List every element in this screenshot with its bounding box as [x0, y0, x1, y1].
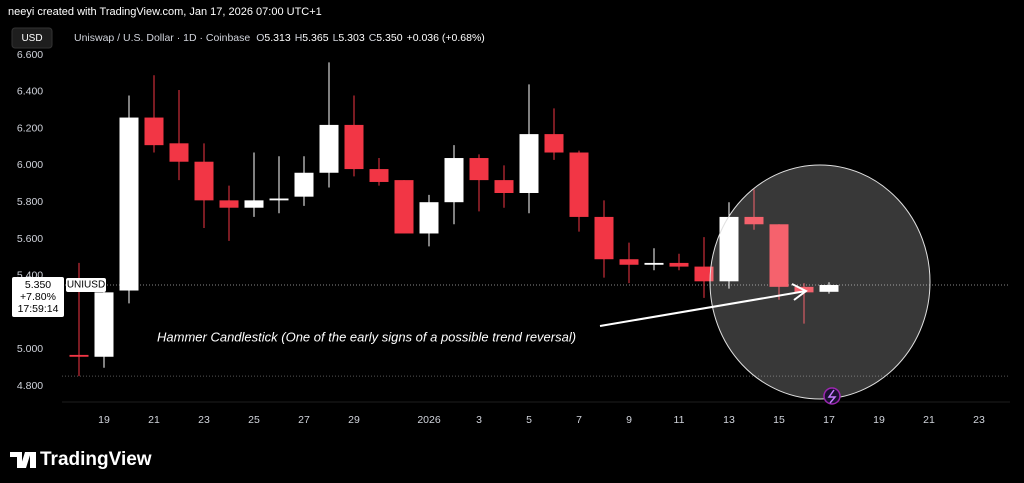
candle-body	[219, 200, 239, 208]
price-box-change: +7.80%	[20, 291, 56, 303]
x-tick-label: 29	[348, 414, 360, 426]
x-tick-label: 23	[198, 414, 210, 426]
legend-key: O	[256, 32, 264, 44]
logo-text: TradingView	[40, 449, 152, 470]
arrow-head	[791, 283, 808, 301]
symbol-tag-bg	[66, 277, 106, 292]
x-tick-label: 3	[476, 414, 482, 426]
candle-body	[494, 180, 514, 193]
candle-body	[294, 172, 314, 197]
y-tick-label: 5.600	[17, 233, 43, 245]
event-icon-bolt	[827, 389, 837, 404]
x-tick-label: 2026	[417, 414, 441, 426]
candle-body	[144, 117, 164, 146]
candle-body	[719, 216, 739, 282]
x-tick-label: 21	[923, 414, 935, 426]
highlight-circle	[709, 164, 931, 400]
x-tick-label: 9	[626, 414, 632, 426]
candle-body	[394, 180, 414, 234]
candle-body	[369, 169, 389, 182]
symbol-tag: UNIUSD	[67, 280, 105, 291]
legend-key: H	[295, 32, 303, 44]
candle-body	[69, 354, 89, 357]
x-tick-label: 17	[823, 414, 835, 426]
plot: 6.6006.4006.2006.0005.8005.6005.4005.000…	[17, 49, 1010, 426]
x-tick-label: 19	[873, 414, 885, 426]
x-tick-label: 19	[98, 414, 110, 426]
candle-body	[519, 134, 539, 193]
candle-body	[119, 117, 139, 291]
y-tick-label: 4.800	[17, 380, 43, 392]
price-box-bg	[12, 276, 64, 317]
annotation: Hammer Candlestick (One of the early sig…	[157, 329, 576, 344]
hammer-highlight	[599, 164, 931, 405]
candle-body	[769, 224, 789, 287]
candle-body	[744, 216, 764, 225]
legend-value: 5.350	[376, 32, 402, 44]
legend-value: 5.365	[302, 32, 328, 44]
candle-body	[619, 259, 639, 265]
legend: Uniswap / U.S. Dollar · 1D · Coinbase O5.…	[74, 32, 485, 44]
x-tick-label: 27	[298, 414, 310, 426]
x-tick-label: 11	[674, 414, 685, 426]
attribution: neeyi created with TradingView.com, Jan …	[8, 6, 322, 18]
candle-body	[469, 158, 489, 181]
legend-symbol: Uniswap / U.S. Dollar · 1D · Coinbase	[74, 32, 250, 44]
x-tick-label: 5	[526, 414, 532, 426]
candle-body	[819, 284, 839, 292]
candle-body	[444, 158, 464, 203]
y-tick-label: 6.600	[17, 49, 43, 61]
y-tick-label: 6.200	[17, 122, 43, 134]
x-tick-label: 15	[773, 414, 785, 426]
last-price-box: 5.350+7.80%17:59:14 UNIUSD	[12, 276, 106, 317]
candle-body	[94, 292, 114, 357]
legend-value: 5.313	[264, 32, 290, 44]
event-icon[interactable]	[823, 387, 841, 405]
currency-button-bg[interactable]	[11, 27, 53, 49]
arrow-shaft	[599, 290, 807, 327]
candle-body	[419, 202, 439, 234]
legend-key: C	[369, 32, 377, 44]
x-tick-label: 7	[576, 414, 582, 426]
candle-body	[244, 200, 264, 208]
price-box-price: 5.350	[25, 279, 51, 291]
y-tick-label: 6.400	[17, 86, 43, 98]
footer-logo: TradingView	[10, 449, 152, 470]
candle-body	[694, 266, 714, 282]
candle-body	[269, 198, 289, 201]
candle-body	[319, 124, 339, 173]
currency-button[interactable]: USD	[21, 33, 42, 44]
candle-body	[169, 143, 189, 162]
candle-body	[569, 152, 589, 217]
candle-body	[344, 124, 364, 170]
x-tick-label: 23	[973, 414, 985, 426]
candle-body	[544, 134, 564, 153]
logo-mark	[10, 452, 36, 468]
y-tick-label: 6.000	[17, 159, 43, 171]
candle-body	[194, 161, 214, 201]
y-tick-label: 5.000	[17, 343, 43, 355]
candle-body	[594, 216, 614, 260]
candle-body	[669, 262, 689, 267]
price-box-countdown: 17:59:14	[18, 303, 59, 315]
legend-change: +0.036 (+0.68%)	[407, 32, 485, 44]
y-tick-label: 5.800	[17, 196, 43, 208]
legend-key: L	[333, 32, 339, 44]
legend-value: 5.303	[338, 32, 364, 44]
x-tick-label: 13	[723, 414, 735, 426]
x-tick-label: 25	[248, 414, 260, 426]
candle-body	[644, 262, 664, 265]
x-tick-label: 21	[148, 414, 160, 426]
